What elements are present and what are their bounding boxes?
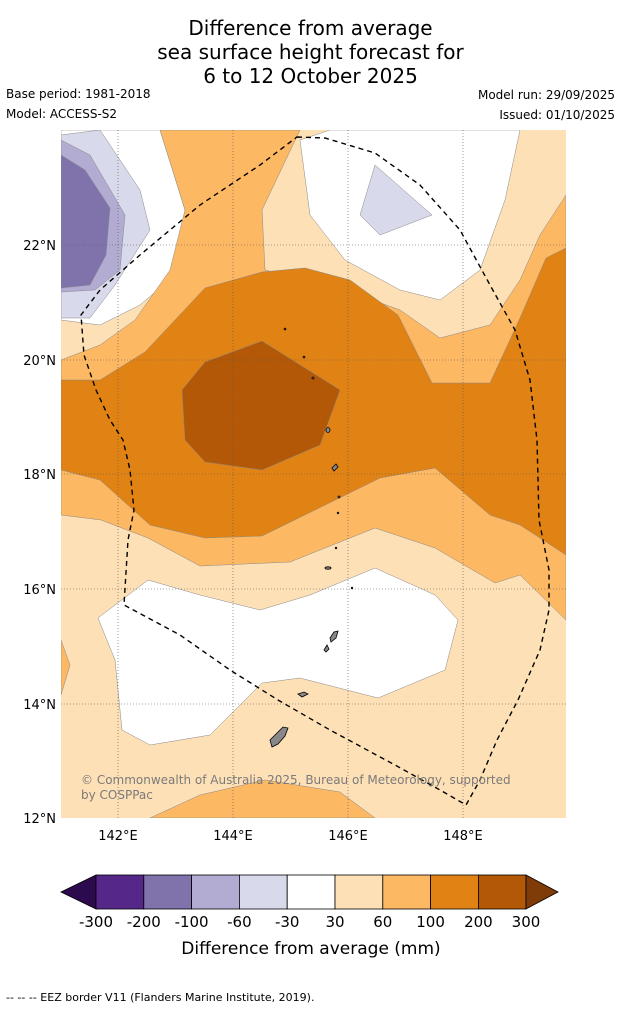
- island-agrihan: [325, 427, 331, 433]
- lon-label-148: 148°E: [443, 829, 483, 844]
- model-text: Model: ACCESS-S2: [6, 107, 118, 121]
- contour-neg-patch-ne: [359, 164, 433, 236]
- colorbar-segment-3: [191, 874, 240, 910]
- title-line-3: 6 to 12 October 2025: [203, 64, 418, 88]
- colorbar-segment-4: [238, 874, 288, 910]
- colorbar-ticks: -300 -200 -100 -60 -30 30 60 100 200 300: [79, 913, 540, 931]
- lat-label-20: 20°N: [23, 354, 56, 369]
- island-alamagan: [337, 495, 341, 499]
- contour-60-100-south: [149, 779, 376, 818]
- latitude-labels: 22°N 20°N 18°N 16°N 14°N 12°N: [23, 239, 56, 827]
- copyright-line-2: by COSPPac: [81, 788, 153, 802]
- island-saipan: [329, 630, 339, 643]
- colorbar-segment-1: [95, 874, 145, 910]
- island-pagan: [331, 463, 339, 472]
- title-line-2: sea surface height forecast for: [157, 40, 464, 64]
- graticule: [61, 130, 566, 818]
- colorbar-segment-8: [430, 874, 479, 910]
- contour-neutral-south: [97, 567, 459, 746]
- colorbar-extend-high: [525, 874, 559, 910]
- contour-neg-100-200: [61, 154, 111, 289]
- colorbar: -300 -200 -100 -60 -30 30 60 100 200 300…: [60, 874, 559, 959]
- colorbar-tick: 300: [512, 913, 541, 931]
- colorbar-tick: -100: [175, 913, 209, 931]
- lat-label-14: 14°N: [23, 698, 56, 713]
- colorbar-tick: 60: [373, 913, 392, 931]
- lon-label-144: 144°E: [213, 829, 253, 844]
- issued-text: Issued: 01/10/2025: [499, 108, 615, 122]
- footer-eez-note: -- -- -- EEZ border V11 (Flanders Marine…: [6, 991, 315, 1004]
- lat-label-18: 18°N: [23, 468, 56, 483]
- island-guguan: [336, 511, 340, 515]
- chart-title: Difference from average sea surface heig…: [0, 16, 621, 88]
- base-period-text: Base period: 1981-2018: [6, 87, 151, 101]
- island-farallon-medinilla: [350, 586, 354, 590]
- colorbar-tick: -200: [127, 913, 161, 931]
- colorbar-segment-5: [286, 874, 336, 910]
- colorbar-segment-6: [334, 874, 384, 910]
- lat-label-16: 16°N: [23, 583, 56, 598]
- island-guam: [269, 726, 289, 748]
- island-maug: [302, 355, 306, 359]
- colorbar-label: Difference from average (mm): [181, 939, 440, 959]
- island-asuncion: [311, 376, 315, 380]
- copyright-line-1: © Commonwealth of Australia 2025, Bureau…: [81, 773, 511, 787]
- island-anatahan: [324, 566, 332, 570]
- colorbar-tick: 100: [416, 913, 445, 931]
- model-run-text: Model run: 29/09/2025: [477, 88, 615, 102]
- colorbar-segment-2: [143, 874, 193, 910]
- island-rota: [297, 691, 309, 698]
- map-plot-area: © Commonwealth of Australia 2025, Bureau…: [61, 130, 566, 818]
- island-farallon: [283, 327, 287, 331]
- colorbar-tick: -30: [275, 913, 300, 931]
- colorbar-tick: -60: [227, 913, 252, 931]
- lat-label-12: 12°N: [23, 812, 56, 827]
- islands: [269, 327, 354, 748]
- contour-60-100-west: [61, 639, 71, 696]
- colorbar-tick: 30: [325, 913, 344, 931]
- eez-border: [80, 136, 550, 806]
- lon-label-142: 142°E: [98, 829, 138, 844]
- island-tinian: [323, 644, 330, 653]
- colorbar-tick: -300: [79, 913, 113, 931]
- island-sarigan: [334, 546, 338, 550]
- lon-label-146: 146°E: [328, 829, 368, 844]
- colorbar-segment-7: [382, 874, 431, 910]
- colorbar-tick: 200: [464, 913, 493, 931]
- contour-200-300: [181, 340, 341, 471]
- colorbar-extend-low: [60, 874, 97, 910]
- colorbar-segment-9: [477, 874, 527, 910]
- lat-label-22: 22°N: [23, 239, 56, 254]
- longitude-labels: 142°E 144°E 146°E 148°E: [98, 829, 483, 844]
- title-line-1: Difference from average: [188, 16, 433, 40]
